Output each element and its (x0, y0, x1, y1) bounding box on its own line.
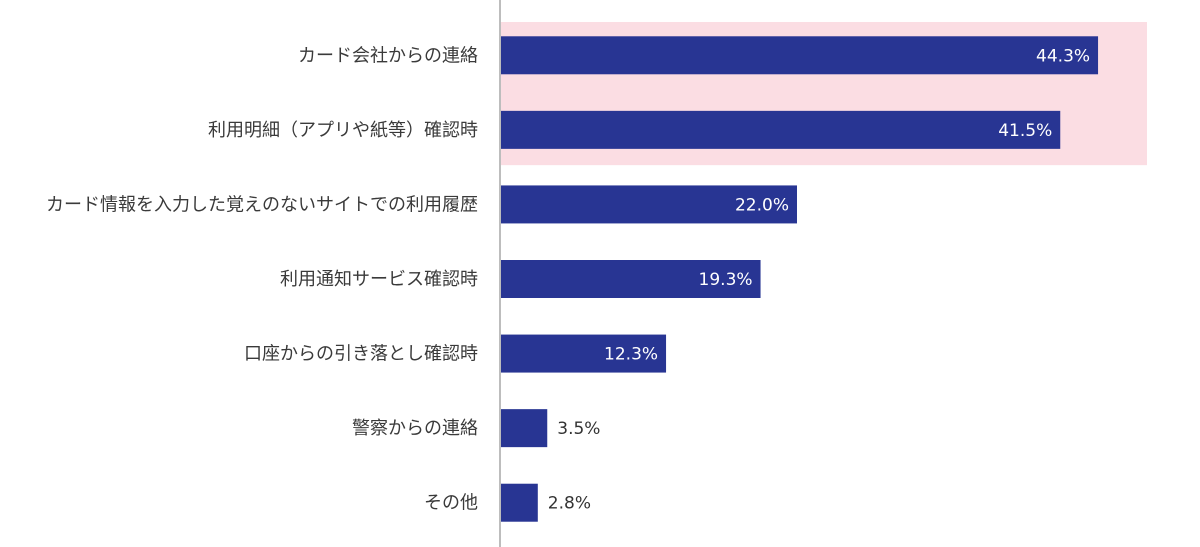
bar-5 (500, 409, 548, 448)
bar-6 (500, 483, 538, 522)
category-label-5: 警察からの連絡 (352, 418, 478, 439)
category-label-6: その他 (424, 493, 478, 514)
value-label-6: 2.8% (548, 494, 591, 514)
bar-2 (500, 185, 797, 224)
value-label-layer: 44.3% 41.5% 22.0% 19.3% 12.3% 3.5% 2.8% (548, 46, 1090, 513)
bar-3 (500, 260, 761, 298)
value-label-1: 41.5% (998, 121, 1052, 141)
value-label-5: 3.5% (557, 419, 600, 439)
category-label-4: 口座からの引き落とし確認時 (244, 344, 478, 365)
value-label-2: 22.0% (735, 195, 789, 215)
value-label-0: 44.3% (1036, 46, 1090, 66)
bar-4 (500, 334, 667, 373)
bar-layer (500, 36, 1099, 522)
category-label-0: カード会社からの連絡 (298, 45, 478, 66)
bar-1 (500, 110, 1061, 149)
bar-0 (500, 36, 1099, 75)
value-label-4: 12.3% (604, 345, 658, 365)
category-label-1: 利用明細（アプリや紙等）確認時 (208, 120, 478, 141)
value-label-3: 19.3% (699, 270, 753, 290)
category-label-2: カード情報を入力した覚えのないサイトでの利用履歴 (46, 194, 478, 215)
category-label-3: 利用通知サービス確認時 (280, 269, 478, 290)
category-label-layer: カード会社からの連絡利用明細（アプリや紙等）確認時カード情報を入力した覚えのない… (46, 45, 478, 513)
